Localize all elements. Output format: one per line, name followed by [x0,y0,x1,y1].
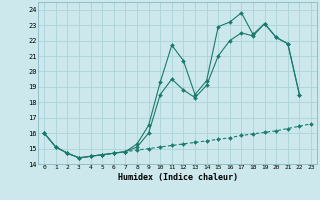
X-axis label: Humidex (Indice chaleur): Humidex (Indice chaleur) [118,173,238,182]
